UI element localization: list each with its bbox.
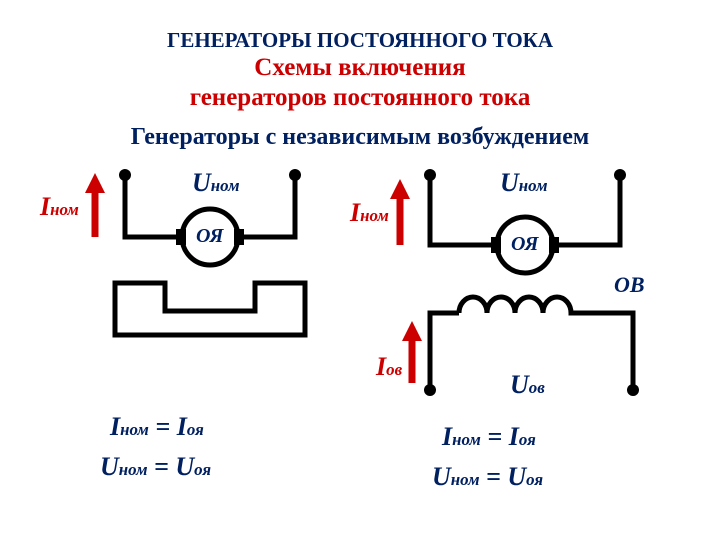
right-U-ov: Uов — [510, 370, 545, 400]
right-I-ov: Iов — [376, 352, 402, 382]
right-eq2: Uном = Uоя — [432, 462, 543, 492]
right-diagram — [0, 0, 720, 540]
right-I-nom: Iном — [350, 198, 389, 228]
right-OYa: ОЯ — [511, 233, 538, 256]
right-OV: ОВ — [614, 272, 645, 298]
right-eq1: Iном = Iоя — [442, 422, 536, 452]
right-U-nom: Uном — [500, 168, 548, 198]
